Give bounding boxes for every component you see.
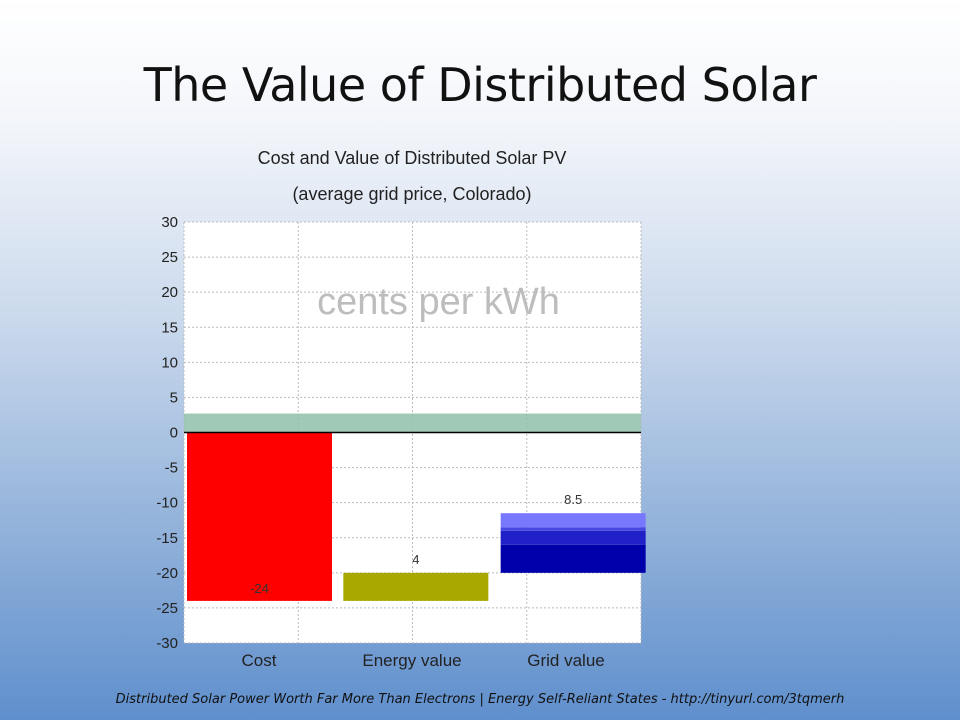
chart-subtitle: (average grid price, Colorado) [292,184,531,204]
y-tick-label: -10 [156,495,178,512]
data-label: -24 [250,581,269,596]
y-tick-label: 10 [161,354,178,371]
bar-segment [500,544,646,573]
chart-annotation: cents per kWh [317,281,560,323]
bar-segment [500,513,646,528]
chart-title: Cost and Value of Distributed Solar PV [258,148,567,168]
y-tick-label: 20 [161,284,178,301]
price-band [184,413,641,433]
y-tick-label: 25 [161,249,178,266]
data-label: 4 [412,552,419,567]
y-tick-label: -15 [156,530,178,547]
data-label: 8.5 [564,492,582,507]
y-tick-label: -20 [156,565,178,582]
y-tick-label: 15 [161,319,178,336]
bar-segment [187,432,332,601]
bar-segment [500,530,646,545]
x-tick-label: Grid value [527,651,604,670]
y-tick-label: 0 [170,425,178,442]
y-tick-label: -25 [156,600,178,617]
slide-footer: Distributed Solar Power Worth Far More T… [115,692,845,707]
y-tick-label: -30 [156,635,178,652]
x-tick-label: Cost [242,651,277,670]
bar-segment [500,527,646,531]
bar-segment [343,572,489,601]
y-tick-label: 30 [161,214,178,231]
x-tick-label: Energy value [362,651,461,670]
y-tick-label: 5 [170,389,178,406]
y-tick-label: -5 [165,460,178,477]
slide-title: The Value of Distributed Solar [143,58,817,112]
